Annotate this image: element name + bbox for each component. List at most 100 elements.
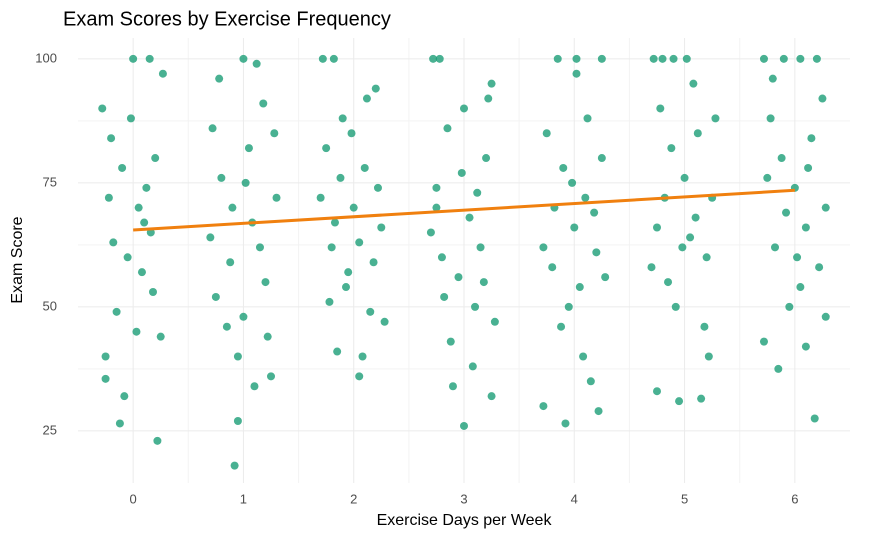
point — [371, 84, 380, 93]
point — [590, 208, 599, 217]
point — [233, 416, 242, 425]
point — [658, 54, 667, 63]
point — [759, 54, 768, 63]
point — [358, 352, 367, 361]
point — [647, 263, 656, 272]
point — [810, 414, 819, 423]
point — [344, 268, 353, 277]
point — [435, 54, 444, 63]
point — [564, 302, 573, 311]
point — [362, 94, 371, 103]
point — [570, 223, 579, 232]
point — [120, 392, 129, 401]
point — [336, 173, 345, 182]
x-tick-label: 3 — [460, 491, 467, 506]
point — [208, 124, 217, 133]
point — [244, 144, 253, 153]
point — [482, 154, 491, 163]
y-tick-label: 25 — [43, 422, 57, 437]
point — [148, 288, 157, 297]
point — [821, 203, 830, 212]
point — [821, 312, 830, 321]
point — [487, 79, 496, 88]
chart-title: Exam Scores by Exercise Frequency — [63, 8, 391, 30]
point — [796, 283, 805, 292]
point — [693, 129, 702, 138]
point — [118, 163, 127, 172]
point — [460, 104, 468, 113]
point — [123, 253, 132, 262]
point — [768, 74, 777, 83]
point — [592, 248, 601, 257]
x-tick-label: 1 — [240, 491, 247, 506]
point — [793, 253, 802, 262]
point — [572, 54, 581, 63]
point — [259, 99, 268, 108]
point — [252, 59, 261, 68]
point — [156, 332, 165, 341]
point — [347, 129, 356, 138]
point — [432, 203, 441, 212]
point — [366, 307, 375, 316]
point — [597, 154, 606, 163]
point — [239, 312, 248, 321]
point — [222, 322, 231, 331]
point — [664, 278, 673, 287]
point — [561, 419, 570, 428]
point — [426, 228, 435, 237]
point — [575, 283, 584, 292]
point — [487, 392, 496, 401]
point — [454, 273, 463, 282]
point — [217, 173, 226, 182]
trend-line — [133, 188, 795, 232]
point — [327, 243, 336, 252]
point — [815, 263, 824, 272]
point — [656, 104, 665, 113]
point — [711, 114, 720, 123]
point — [101, 352, 110, 361]
point — [559, 163, 568, 172]
point — [471, 302, 480, 311]
point — [476, 243, 485, 252]
point — [774, 364, 783, 373]
point — [272, 193, 281, 202]
point — [369, 258, 378, 267]
point — [228, 203, 237, 212]
point — [594, 407, 603, 416]
point — [349, 203, 358, 212]
point — [766, 114, 775, 123]
point — [553, 54, 562, 63]
point — [557, 322, 566, 331]
point — [255, 243, 264, 252]
point — [330, 218, 339, 227]
point — [807, 134, 816, 143]
point — [137, 268, 146, 277]
point — [318, 54, 327, 63]
point — [333, 347, 342, 356]
point — [355, 372, 364, 381]
point — [586, 377, 595, 386]
point — [446, 337, 455, 346]
point — [373, 183, 382, 192]
x-tick-label: 0 — [130, 491, 137, 506]
point — [759, 337, 768, 346]
point — [211, 292, 220, 301]
point — [771, 243, 780, 252]
point — [581, 193, 590, 202]
point — [782, 208, 791, 217]
point — [653, 387, 661, 396]
point — [134, 203, 143, 212]
point — [669, 54, 678, 63]
point — [678, 243, 687, 252]
point — [779, 54, 788, 63]
point — [112, 307, 121, 316]
point — [241, 178, 250, 187]
x-tick-label: 5 — [681, 491, 688, 506]
point — [107, 134, 116, 143]
point — [479, 278, 488, 287]
point — [437, 253, 446, 262]
point — [777, 154, 786, 163]
point — [263, 332, 272, 341]
